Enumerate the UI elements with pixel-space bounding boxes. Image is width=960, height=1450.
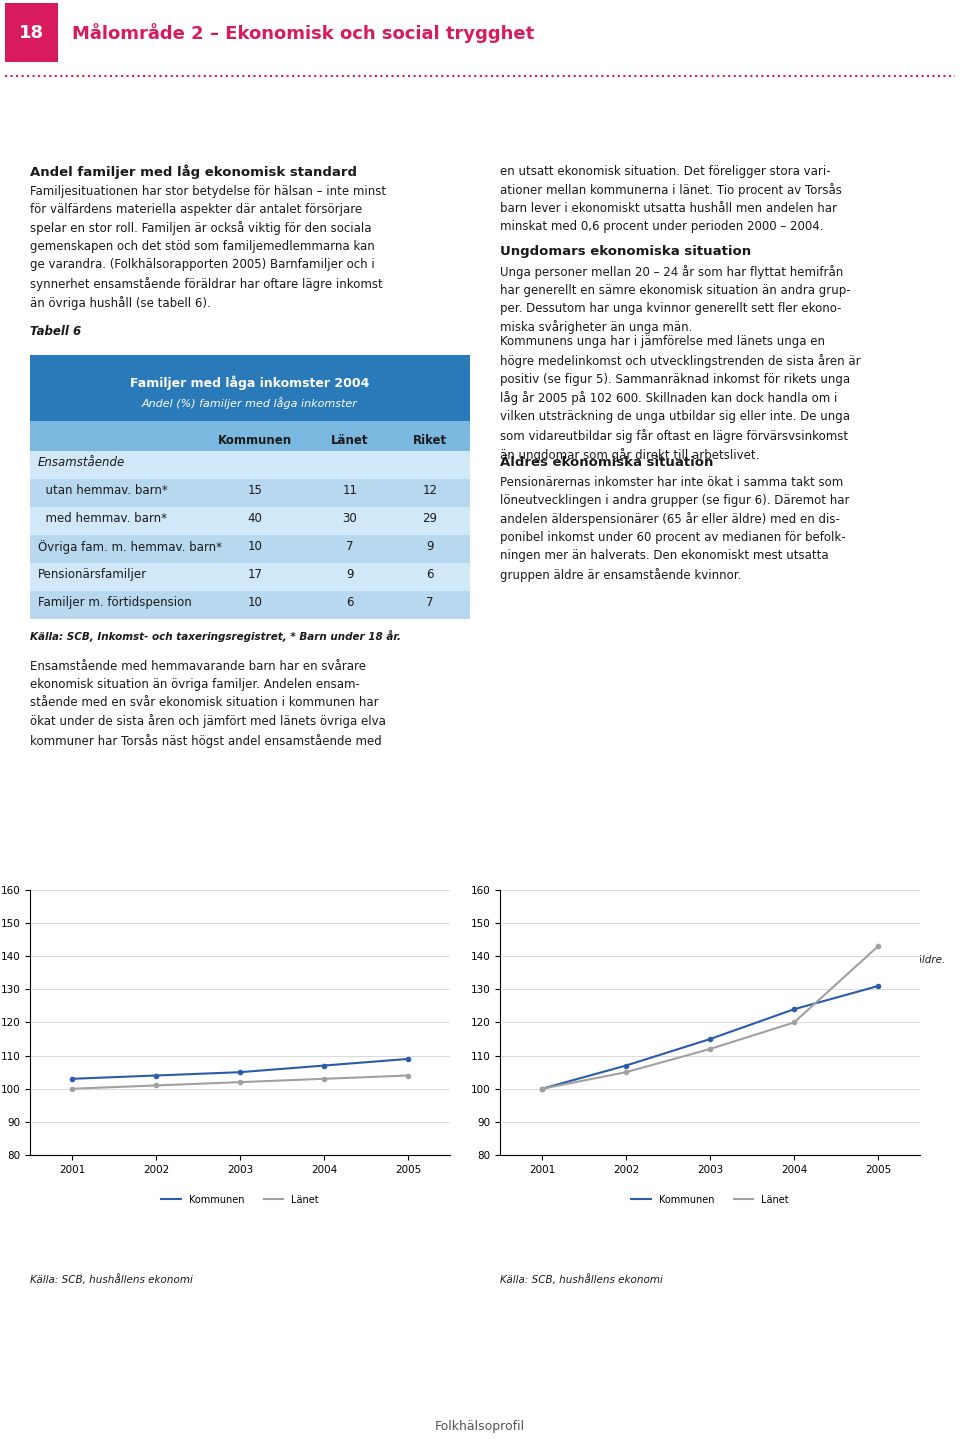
Text: 17: 17 [248, 568, 262, 581]
Text: Ensamstående med hemmavarande barn har en svårare
ekonomisk situation än övriga : Ensamstående med hemmavarande barn har e… [30, 660, 386, 748]
Text: 15: 15 [248, 484, 262, 497]
Text: Källa: SCB, hushållens ekonomi: Källa: SCB, hushållens ekonomi [30, 1275, 193, 1285]
FancyBboxPatch shape [5, 3, 58, 62]
Legend: Kommunen, Länet: Kommunen, Länet [157, 1190, 323, 1208]
Bar [30, 563, 470, 592]
Text: 29: 29 [422, 512, 438, 525]
Text: Folkhälsoprofil: Folkhälsoprofil [435, 1420, 525, 1433]
Text: utan hemmav. barn*: utan hemmav. barn* [38, 484, 168, 497]
Text: med hemmav. barn*: med hemmav. barn* [38, 512, 167, 525]
Text: 10: 10 [248, 596, 262, 609]
Text: Figur 6, Sammanräknad förvärvsinkomst, medelinkomst för personer 65 år och äldre: Figur 6, Sammanräknad förvärvsinkomst, m… [500, 953, 946, 964]
Text: 6: 6 [347, 596, 353, 609]
Text: Familjer med låga inkomster 2004: Familjer med låga inkomster 2004 [131, 376, 370, 390]
Bar [30, 507, 470, 535]
Text: Kommunens unga har i jämförelse med länets unga en
högre medelinkomst och utveck: Kommunens unga har i jämförelse med läne… [500, 335, 860, 463]
Text: Andel (%) familjer med låga inkomster: Andel (%) familjer med låga inkomster [142, 397, 358, 409]
Text: Figur 5, Sammanräknad förvärvsinkomst, medelinkomst 20 – 24 år.: Figur 5, Sammanräknad förvärvsinkomst, m… [30, 953, 380, 964]
Bar [30, 355, 470, 420]
Text: Ensamstående: Ensamstående [38, 455, 125, 468]
Text: 10: 10 [248, 541, 262, 552]
Text: 40: 40 [248, 512, 262, 525]
Text: Källa: SCB, hushållens ekonomi: Källa: SCB, hushållens ekonomi [500, 1275, 662, 1285]
Text: Kommunen: Kommunen [218, 434, 292, 447]
Bar [30, 592, 470, 619]
Text: Andel familjer med låg ekonomisk standard: Andel familjer med låg ekonomisk standar… [30, 164, 357, 180]
Text: Länet: Länet [331, 434, 369, 447]
Bar [30, 478, 470, 507]
Text: Ungdomars ekonomiska situation: Ungdomars ekonomiska situation [500, 245, 751, 258]
Text: Familjesituationen har stor betydelse för hälsan – inte minst
för välfärdens mat: Familjesituationen har stor betydelse fö… [30, 184, 386, 310]
Text: 6: 6 [426, 568, 434, 581]
Bar [30, 535, 470, 563]
Text: Riket: Riket [413, 434, 447, 447]
Legend: Kommunen, Länet: Kommunen, Länet [628, 1190, 792, 1208]
Text: 12: 12 [422, 484, 438, 497]
Text: Övriga fam. m. hemmav. barn*: Övriga fam. m. hemmav. barn* [38, 541, 222, 554]
Bar [30, 420, 470, 451]
Text: Målområde 2 – Ekonomisk och social trygghet: Målområde 2 – Ekonomisk och social trygg… [72, 23, 535, 42]
Text: Unga personer mellan 20 – 24 år som har flyttat hemifrån
har generellt en sämre : Unga personer mellan 20 – 24 år som har … [500, 265, 851, 335]
Text: 9: 9 [426, 541, 434, 552]
Text: Familjer m. förtidspension: Familjer m. förtidspension [38, 596, 192, 609]
Text: 7: 7 [347, 541, 353, 552]
Text: 18: 18 [19, 23, 44, 42]
Text: en utsatt ekonomisk situation. Det föreligger stora vari-
ationer mellan kommune: en utsatt ekonomisk situation. Det förel… [500, 164, 842, 233]
Text: Äldres ekonomiska situation: Äldres ekonomiska situation [500, 455, 713, 468]
Text: 9: 9 [347, 568, 353, 581]
Text: Tabell 6: Tabell 6 [30, 325, 82, 338]
Text: 7: 7 [426, 596, 434, 609]
Text: Källa: SCB, Inkomst- och taxeringsregistret, * Barn under 18 år.: Källa: SCB, Inkomst- och taxeringsregist… [30, 629, 401, 641]
Text: 30: 30 [343, 512, 357, 525]
Bar [30, 451, 470, 478]
Text: Pensionärsfamiljer: Pensionärsfamiljer [38, 568, 147, 581]
Text: 11: 11 [343, 484, 357, 497]
Text: Pensionärernas inkomster har inte ökat i samma takt som
löneutvecklingen i andra: Pensionärernas inkomster har inte ökat i… [500, 476, 850, 581]
